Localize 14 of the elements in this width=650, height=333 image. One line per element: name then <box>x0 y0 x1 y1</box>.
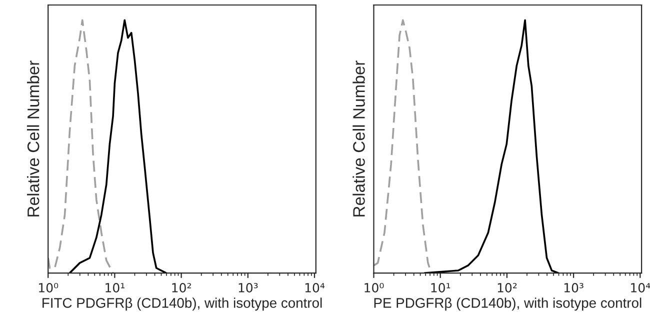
x-tick-label: 10³ <box>564 283 584 292</box>
x-tick-label: 10² <box>172 283 191 292</box>
x-axis-title: FITC PDGFRβ (CD140b), with isotype control <box>42 298 322 311</box>
x-tick-label: 10¹ <box>106 283 124 292</box>
x-tick-label: 10³ <box>238 283 258 292</box>
x-tick-label: 10¹ <box>431 283 450 292</box>
x-tick-label: 10⁰ <box>39 283 58 292</box>
x-tick-label: 10² <box>498 283 517 292</box>
y-axis-title: Relative Cell Number <box>27 60 40 216</box>
x-tick-label: 10⁰ <box>364 283 384 292</box>
x-tick-label: 10⁴ <box>631 283 650 292</box>
x-axis-title: PE PDGFRβ (CD140b), with isotype control <box>374 298 642 311</box>
x-tick-label: 10⁴ <box>305 283 325 292</box>
y-axis-title: Relative Cell Number <box>352 60 365 216</box>
